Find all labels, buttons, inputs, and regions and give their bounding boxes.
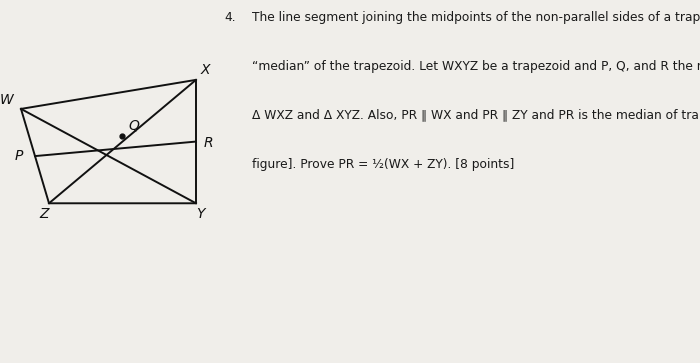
Text: Δ WXZ and Δ XYZ. Also, PR ∥ WX and PR ∥ ZY and PR is the median of trapezoid WXY: Δ WXZ and Δ XYZ. Also, PR ∥ WX and PR ∥ … bbox=[252, 109, 700, 122]
Text: X: X bbox=[201, 64, 210, 77]
Text: “median” of the trapezoid. Let WXYZ be a trapezoid and P, Q, and R the midpoints: “median” of the trapezoid. Let WXYZ be a… bbox=[252, 60, 700, 73]
Text: The line segment joining the midpoints of the non-parallel sides of a trapezoid : The line segment joining the midpoints o… bbox=[252, 11, 700, 24]
Text: Q: Q bbox=[129, 119, 139, 133]
Text: W: W bbox=[0, 93, 13, 106]
Text: Z: Z bbox=[40, 207, 49, 221]
Text: Y: Y bbox=[197, 207, 205, 221]
Text: 4.: 4. bbox=[224, 11, 236, 24]
Text: P: P bbox=[14, 149, 22, 163]
Text: figure]. Prove PR = ½(WX + ZY). [8 points]: figure]. Prove PR = ½(WX + ZY). [8 point… bbox=[252, 158, 514, 171]
Text: R: R bbox=[204, 136, 214, 150]
